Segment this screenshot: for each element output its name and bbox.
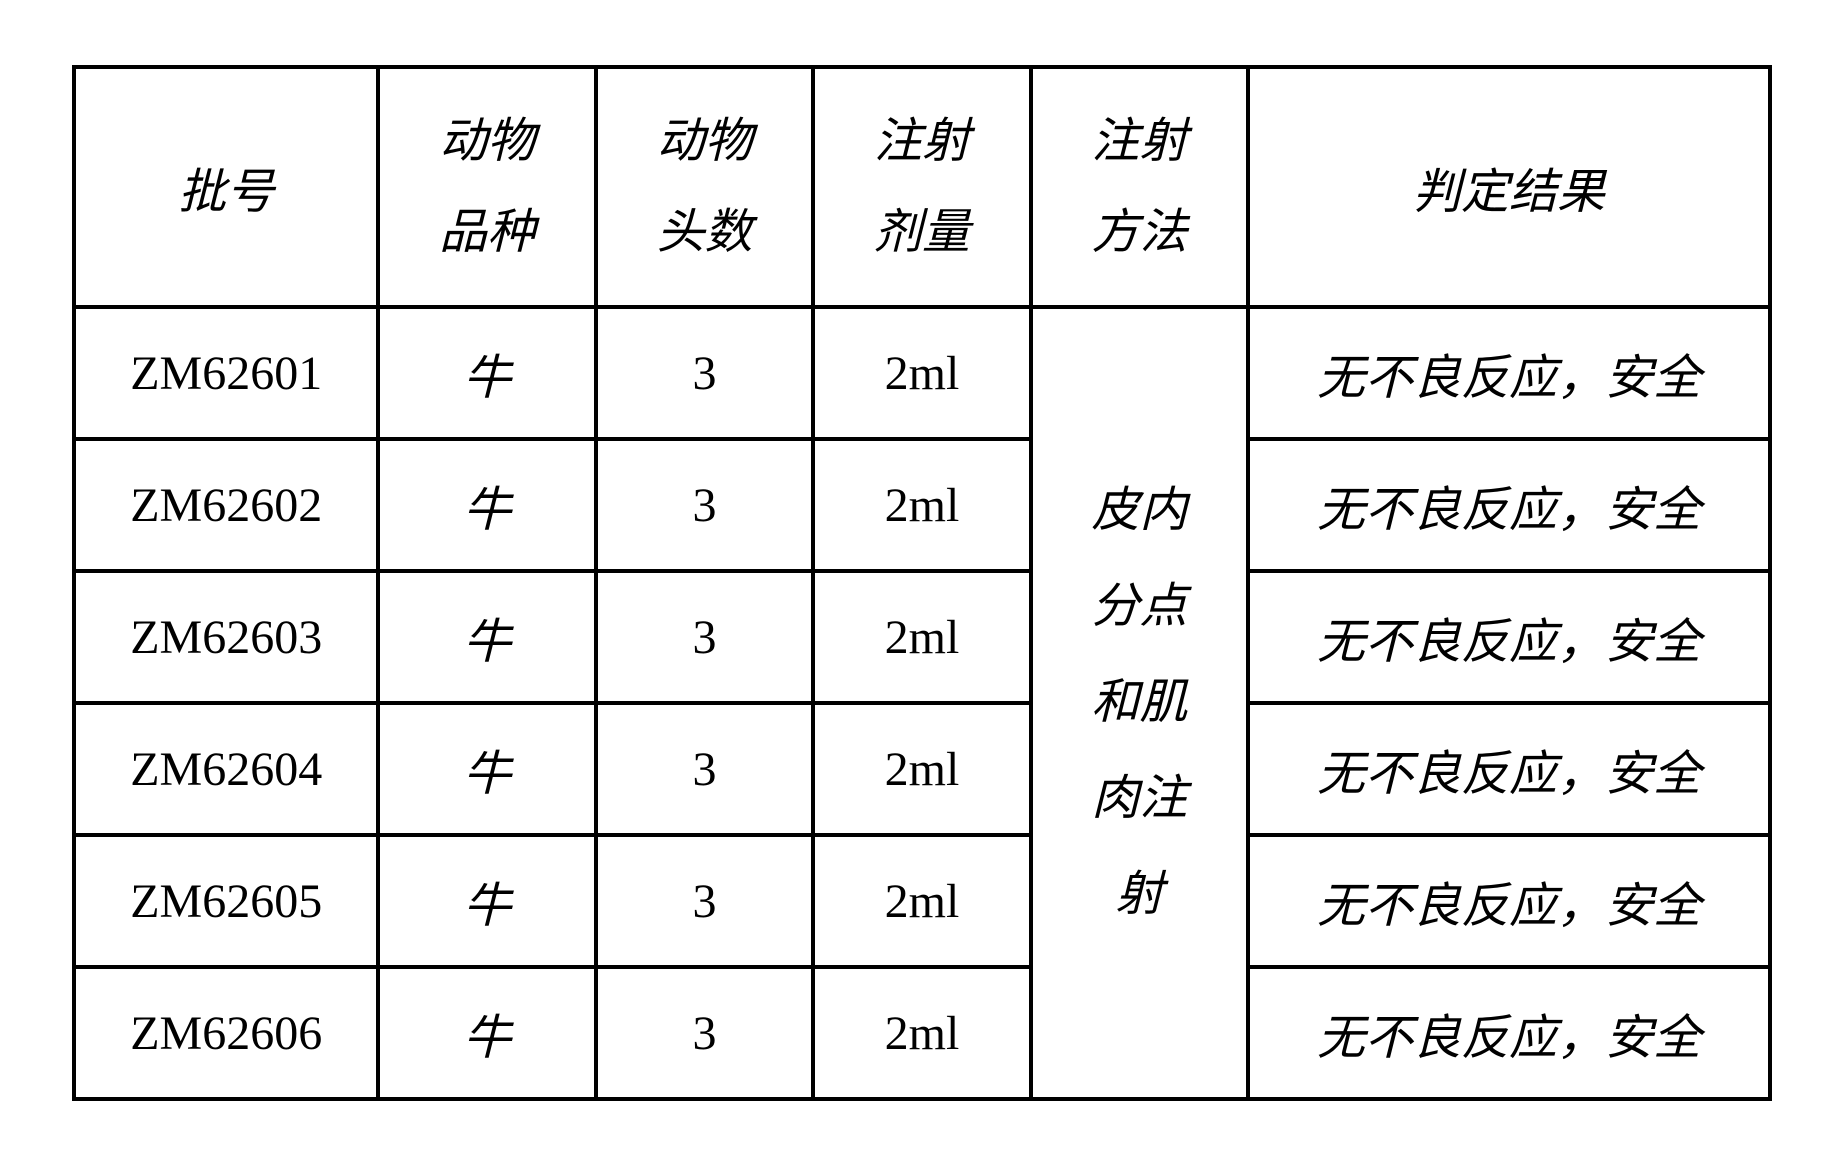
cell-count: 3 (596, 307, 813, 439)
method-line4: 肉注 (1043, 751, 1236, 847)
cell-count: 3 (596, 835, 813, 967)
cell-dose: 2ml (813, 307, 1030, 439)
cell-dose: 2ml (813, 835, 1030, 967)
table-row: ZM62602 牛 3 2ml 无不良反应，安全 (74, 439, 1770, 571)
cell-species: 牛 (378, 835, 595, 967)
cell-dose: 2ml (813, 703, 1030, 835)
header-method-line2: 方法 (1043, 187, 1236, 278)
cell-batch: ZM62604 (74, 703, 378, 835)
header-result-label: 判定结果 (1413, 166, 1605, 219)
method-line5: 射 (1043, 847, 1236, 943)
method-line2: 分点 (1043, 559, 1236, 655)
header-count-line1: 动物 (608, 96, 801, 187)
header-species: 动物 品种 (378, 67, 595, 307)
header-species-line1: 动物 (390, 96, 583, 187)
header-batch: 批号 (74, 67, 378, 307)
method-line3: 和肌 (1043, 655, 1236, 751)
cell-dose: 2ml (813, 571, 1030, 703)
cell-batch: ZM62603 (74, 571, 378, 703)
cell-dose: 2ml (813, 967, 1030, 1099)
cell-species: 牛 (378, 571, 595, 703)
cell-result: 无不良反应，安全 (1248, 967, 1770, 1099)
cell-method-merged: 皮内 分点 和肌 肉注 射 (1031, 307, 1248, 1099)
cell-dose: 2ml (813, 439, 1030, 571)
cell-species: 牛 (378, 967, 595, 1099)
table-header-row: 批号 动物 品种 动物 头数 注射 剂 (74, 67, 1770, 307)
cell-result: 无不良反应，安全 (1248, 307, 1770, 439)
header-count: 动物 头数 (596, 67, 813, 307)
header-dose-line2: 剂量 (825, 187, 1018, 278)
table-row: ZM62604 牛 3 2ml 无不良反应，安全 (74, 703, 1770, 835)
table-row: ZM62603 牛 3 2ml 无不良反应，安全 (74, 571, 1770, 703)
cell-batch: ZM62601 (74, 307, 378, 439)
cell-batch: ZM62602 (74, 439, 378, 571)
cell-count: 3 (596, 703, 813, 835)
header-method: 注射 方法 (1031, 67, 1248, 307)
cell-result: 无不良反应，安全 (1248, 703, 1770, 835)
cell-batch: ZM62605 (74, 835, 378, 967)
table-row: ZM62601 牛 3 2ml 皮内 分点 和肌 肉注 射 无不良反应，安全 (74, 307, 1770, 439)
cell-count: 3 (596, 439, 813, 571)
cell-result: 无不良反应，安全 (1248, 571, 1770, 703)
table-row: ZM62605 牛 3 2ml 无不良反应，安全 (74, 835, 1770, 967)
header-batch-label: 批号 (178, 166, 274, 219)
header-method-line1: 注射 (1043, 96, 1236, 187)
header-count-line2: 头数 (608, 187, 801, 278)
cell-species: 牛 (378, 307, 595, 439)
table-row: ZM62606 牛 3 2ml 无不良反应，安全 (74, 967, 1770, 1099)
data-table-container: 批号 动物 品种 动物 头数 注射 剂 (72, 65, 1772, 1101)
header-species-line2: 品种 (390, 187, 583, 278)
cell-result: 无不良反应，安全 (1248, 835, 1770, 967)
header-dose-line1: 注射 (825, 96, 1018, 187)
injection-safety-table: 批号 动物 品种 动物 头数 注射 剂 (72, 65, 1772, 1101)
method-line1: 皮内 (1043, 463, 1236, 559)
header-result: 判定结果 (1248, 67, 1770, 307)
cell-count: 3 (596, 571, 813, 703)
cell-species: 牛 (378, 439, 595, 571)
cell-batch: ZM62606 (74, 967, 378, 1099)
cell-species: 牛 (378, 703, 595, 835)
cell-count: 3 (596, 967, 813, 1099)
header-dose: 注射 剂量 (813, 67, 1030, 307)
cell-result: 无不良反应，安全 (1248, 439, 1770, 571)
